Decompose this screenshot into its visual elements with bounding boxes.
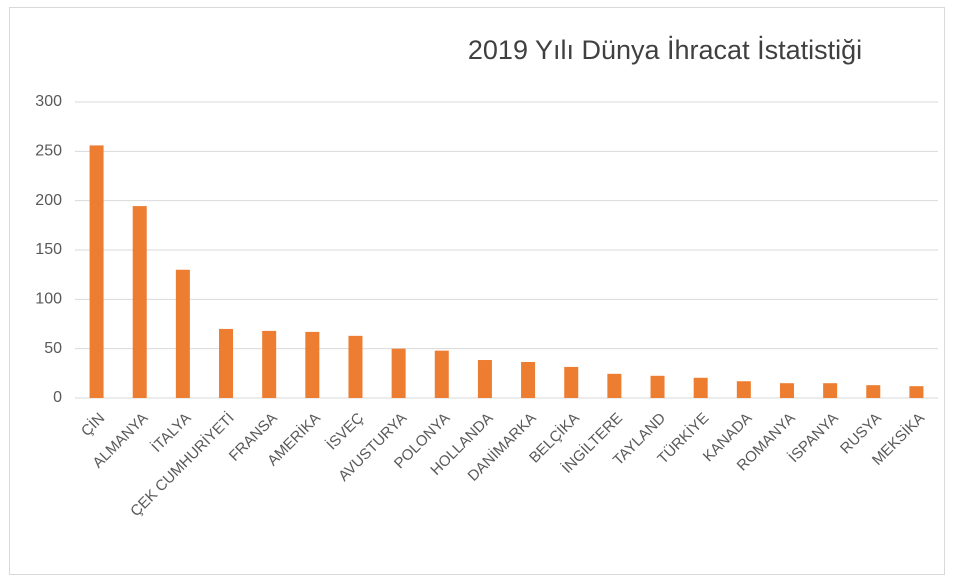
- y-tick-label: 200: [35, 192, 62, 209]
- bar: [175, 269, 190, 398]
- bar: [779, 383, 794, 398]
- bar: [262, 330, 277, 398]
- bar: [650, 375, 665, 398]
- y-tick-label: 250: [35, 143, 62, 160]
- bar: [693, 377, 708, 398]
- bar: [391, 348, 406, 398]
- bar: [607, 373, 622, 398]
- bar: [434, 350, 449, 398]
- bar: [132, 206, 147, 398]
- bar: [89, 145, 104, 398]
- bar: [305, 331, 320, 398]
- y-tick-label: 0: [53, 389, 62, 406]
- chart-title: 2019 Yılı Dünya İhracat İstatistiği: [468, 34, 862, 65]
- y-tick-label: 300: [35, 93, 62, 110]
- bar: [823, 383, 838, 398]
- bar: [736, 381, 751, 398]
- bar: [909, 386, 924, 398]
- y-tick-label: 100: [35, 291, 62, 308]
- bar: [521, 361, 536, 398]
- y-tick-label: 150: [35, 241, 62, 258]
- y-tick-label: 50: [44, 340, 62, 357]
- bar: [477, 360, 492, 398]
- bar: [348, 335, 363, 398]
- bar: [866, 385, 881, 398]
- bar: [219, 328, 234, 398]
- bar: [564, 366, 579, 398]
